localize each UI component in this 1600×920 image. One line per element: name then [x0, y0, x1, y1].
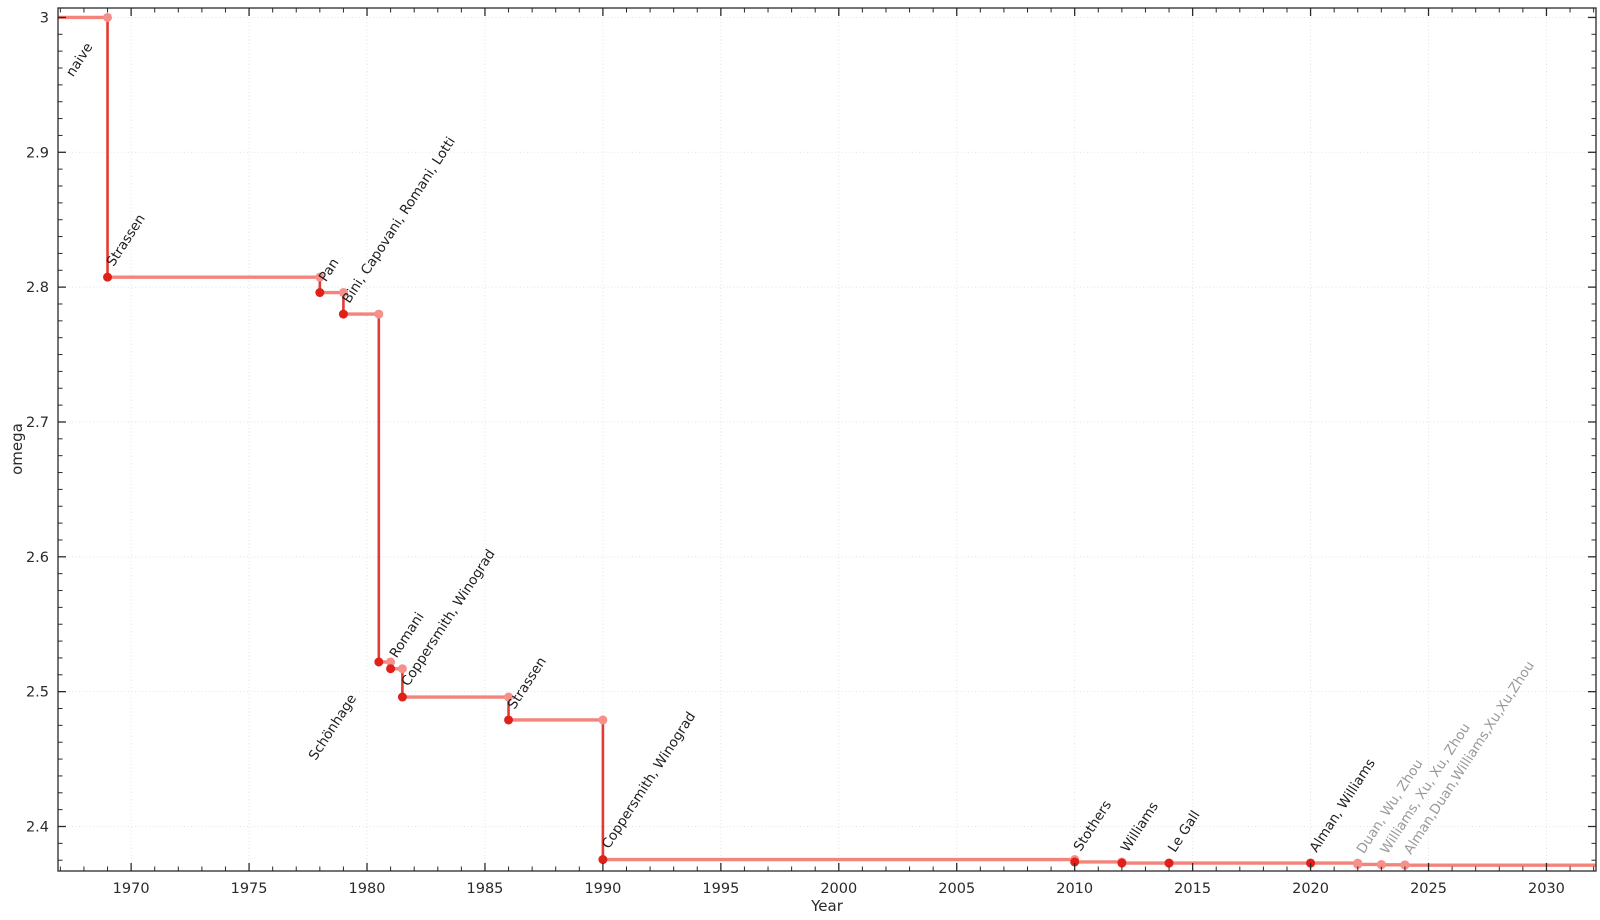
corner-point — [374, 309, 384, 319]
data-point — [386, 664, 396, 674]
x-tick-label: 2000 — [820, 881, 857, 897]
data-point — [315, 288, 325, 298]
point-label: Coppersmith, Winograd — [599, 709, 699, 852]
x-tick-label: 2005 — [938, 881, 975, 897]
y-axis-title: omega — [8, 423, 26, 475]
data-point — [1070, 857, 1080, 867]
data-point — [598, 855, 608, 865]
y-tick-label: 2.6 — [26, 550, 49, 566]
x-tick-label: 1975 — [231, 881, 268, 897]
point-label: naive — [63, 40, 97, 80]
corner-point — [338, 288, 348, 298]
corner-point — [598, 715, 608, 725]
data-point — [374, 657, 384, 667]
point-label: Stothers — [1071, 798, 1115, 854]
data-point — [103, 272, 113, 282]
x-tick-label: 2015 — [1174, 881, 1211, 897]
x-tick-label: 2030 — [1528, 881, 1565, 897]
x-tick-label: 1980 — [349, 881, 386, 897]
corner-point — [315, 272, 325, 282]
plot-frame — [57, 7, 1597, 872]
data-point — [397, 692, 407, 702]
corner-point — [386, 657, 396, 667]
data-point — [504, 715, 514, 725]
x-axis-title: Year — [811, 897, 843, 915]
x-tick-label: 1970 — [113, 881, 150, 897]
corner-point — [504, 692, 514, 702]
data-point — [1117, 858, 1127, 868]
data-point — [1353, 859, 1363, 869]
y-tick-label: 2.4 — [26, 820, 49, 836]
point-label: Williams — [1118, 799, 1162, 855]
y-tick-label: 3 — [40, 10, 49, 26]
y-tick-label: 2.5 — [26, 685, 49, 701]
corner-point — [397, 664, 407, 674]
data-point — [338, 309, 348, 319]
corner-point — [103, 12, 113, 22]
point-label: Bini, Capovani, Romani, Lotti — [339, 134, 459, 306]
data-point — [1400, 860, 1410, 870]
point-label: Le Gall — [1165, 808, 1204, 855]
point-label: Alman,Duan,Williams,Xu,Xu,Zhou — [1401, 658, 1538, 857]
y-tick-label: 2.7 — [26, 415, 49, 431]
x-tick-label: 1990 — [584, 881, 621, 897]
y-tick-label: 2.9 — [26, 145, 49, 161]
data-point — [1164, 858, 1174, 868]
y-tick-label: 2.8 — [26, 280, 49, 296]
point-label: Strassen — [504, 654, 549, 712]
x-tick-label: 1995 — [702, 881, 739, 897]
x-tick-label: 2010 — [1056, 881, 1093, 897]
point-label: Schönhage — [306, 691, 360, 763]
x-tick-label: 2020 — [1292, 881, 1329, 897]
x-tick-label: 2025 — [1410, 881, 1447, 897]
data-point — [1376, 860, 1386, 870]
point-label: Strassen — [103, 211, 148, 269]
x-tick-label: 1985 — [467, 881, 504, 897]
